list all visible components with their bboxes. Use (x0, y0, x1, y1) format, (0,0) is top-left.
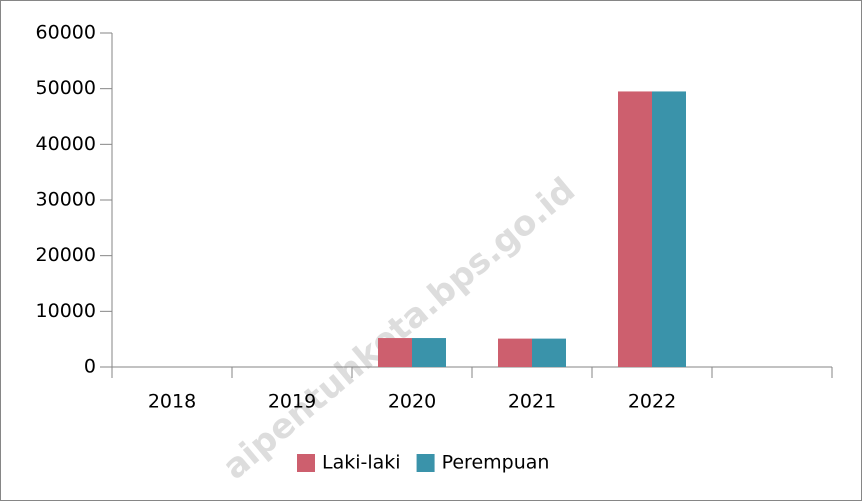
legend-label: Laki-laki (322, 452, 401, 474)
y-tick-label: 40000 (36, 133, 96, 155)
legend-swatch (297, 454, 315, 472)
x-tick-label: 2020 (388, 391, 436, 413)
x-tick-label: 2019 (268, 391, 316, 413)
y-tick-label: 0 (84, 356, 96, 378)
bar (652, 91, 686, 367)
bar (532, 338, 566, 367)
y-tick-label: 60000 (36, 22, 96, 44)
bar (618, 91, 652, 367)
y-tick-label: 10000 (36, 300, 96, 322)
bar (378, 338, 412, 367)
legend-swatch (416, 454, 435, 472)
y-tick-label: 30000 (36, 189, 96, 211)
y-tick-label: 20000 (36, 244, 96, 266)
bar (498, 338, 532, 367)
legend-label: Perempuan (442, 452, 550, 474)
x-tick-label: 2022 (628, 391, 676, 413)
x-tick-label: 2018 (148, 391, 196, 413)
x-tick-label: 2021 (508, 391, 556, 413)
y-tick-label: 50000 (36, 77, 96, 99)
bar (412, 338, 446, 367)
